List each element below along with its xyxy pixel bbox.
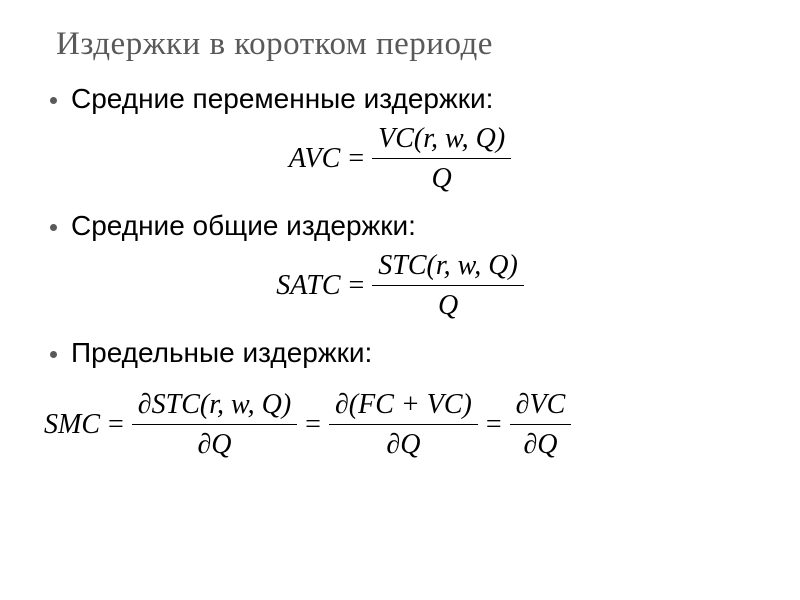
denominator: Q [372,159,511,196]
equals-sign: = [297,411,329,439]
denominator: ∂Q [510,425,572,462]
fraction: VC(r, w, Q) Q [372,121,511,196]
bullet-icon [50,97,57,104]
denominator: Q [372,286,524,323]
bullet-text: Средние общие издержки: [71,210,416,242]
formula-lhs: AVC [289,145,341,173]
slide-title: Издержки в коротком периоде [56,26,750,63]
formula-lhs: SMC [44,411,100,439]
bullet-row: Средние общие издержки: [50,210,750,242]
bullet-text: Средние переменные издержки: [71,83,493,115]
formula-smc: SMC = ∂STC(r, w, Q) ∂Q = ∂(FC + VC) ∂Q =… [50,387,750,462]
denominator: ∂Q [132,425,297,462]
equals-sign: = [341,272,373,300]
fraction: ∂(FC + VC) ∂Q [329,387,478,462]
formula-satc: SATC = STC(r, w, Q) Q [50,248,750,323]
bullet-row: Предельные издержки: [50,337,750,369]
bullet-icon [50,351,57,358]
numerator: ∂(FC + VC) [329,387,478,425]
bullet-list: Средние переменные издержки: AVC = VC(r,… [50,83,750,462]
equals-sign: = [478,411,510,439]
list-item: Средние общие издержки: SATC = STC(r, w,… [50,210,750,323]
numerator: ∂VC [510,387,572,425]
bullet-icon [50,224,57,231]
list-item: Предельные издержки: SMC = ∂STC(r, w, Q)… [50,337,750,462]
numerator: VC(r, w, Q) [372,121,511,159]
denominator: ∂Q [329,425,478,462]
fraction: ∂VC ∂Q [510,387,572,462]
bullet-row: Средние переменные издержки: [50,83,750,115]
formula-avc: AVC = VC(r, w, Q) Q [50,121,750,196]
numerator: ∂STC(r, w, Q) [132,387,297,425]
list-item: Средние переменные издержки: AVC = VC(r,… [50,83,750,196]
bullet-text: Предельные издержки: [71,337,372,369]
fraction: ∂STC(r, w, Q) ∂Q [132,387,297,462]
fraction: STC(r, w, Q) Q [372,248,524,323]
formula-lhs: SATC [276,272,340,300]
equals-sign: = [100,411,132,439]
numerator: STC(r, w, Q) [372,248,524,286]
equals-sign: = [340,145,372,173]
